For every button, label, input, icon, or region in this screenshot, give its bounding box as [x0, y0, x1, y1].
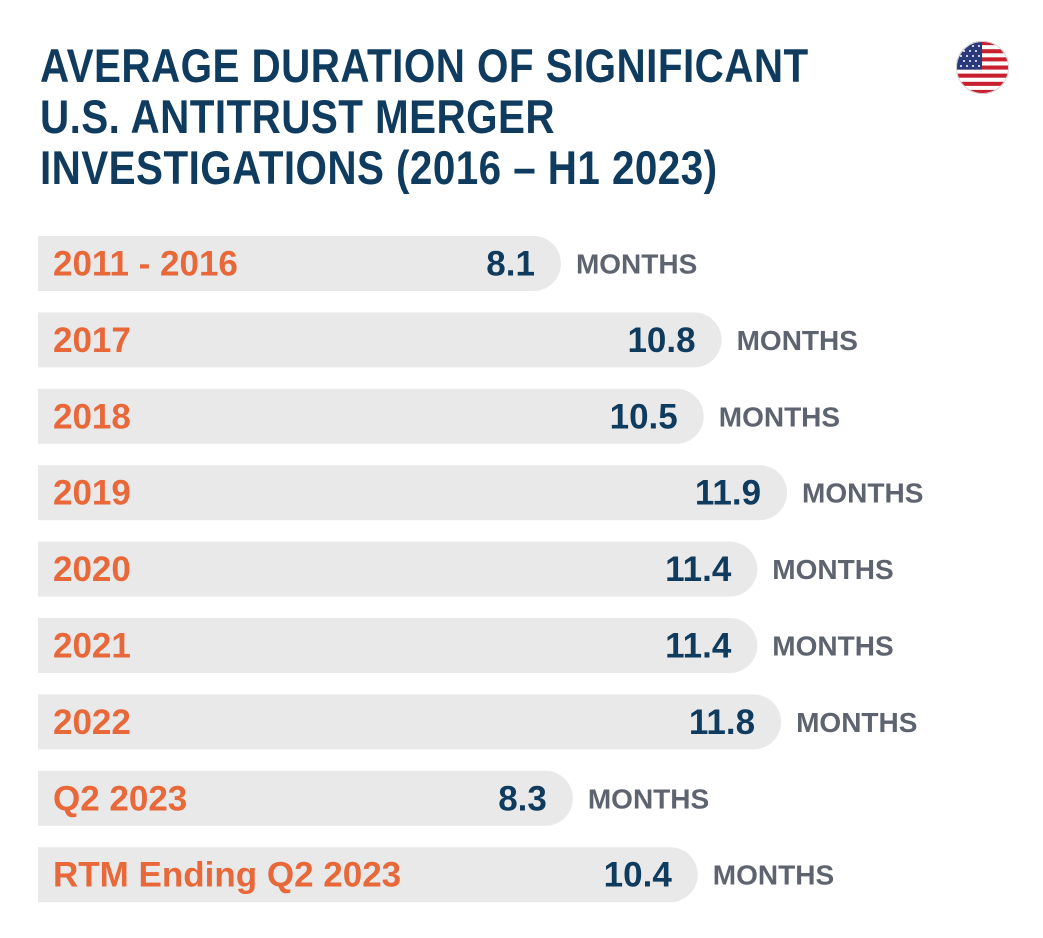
- us-flag-icon: [956, 41, 1009, 94]
- bar: [38, 541, 758, 597]
- bar: [38, 618, 758, 673]
- value-label: 10.5: [610, 397, 678, 436]
- bar: [38, 847, 698, 903]
- category-label: RTM Ending Q2 2023: [53, 856, 401, 895]
- value-label: 11.4: [665, 550, 732, 589]
- value-label: 11.9: [695, 474, 761, 513]
- value-label: 11.4: [665, 627, 732, 666]
- category-label: Q2 2023: [53, 779, 187, 818]
- bar: [38, 770, 573, 826]
- bar: [38, 388, 704, 444]
- unit-label: MONTHS: [713, 860, 834, 891]
- title-line-1: AVERAGE DURATION OF SIGNIFICANT: [40, 39, 809, 92]
- unit-label: MONTHS: [772, 631, 893, 662]
- unit-label: MONTHS: [737, 325, 858, 356]
- category-label: 2011 - 2016: [53, 245, 238, 284]
- category-label: 2021: [53, 627, 131, 666]
- bar: [38, 236, 561, 291]
- unit-label: MONTHS: [588, 783, 709, 814]
- unit-label: MONTHS: [772, 554, 893, 585]
- unit-label: MONTHS: [802, 478, 923, 509]
- title-line-3: INVESTIGATIONS (2016 – H1 2023): [40, 141, 718, 194]
- value-label: 8.3: [498, 779, 547, 818]
- title-line-2: U.S. ANTITRUST MERGER: [40, 90, 556, 143]
- bar: [38, 465, 788, 521]
- value-label: 10.4: [604, 856, 673, 895]
- category-label: 2022: [53, 703, 131, 742]
- category-label: 2017: [53, 321, 131, 360]
- unit-label: MONTHS: [719, 401, 840, 432]
- value-label: 10.8: [627, 321, 695, 360]
- bar: [38, 312, 722, 368]
- chart-title: AVERAGE DURATION OF SIGNIFICANT U.S. ANT…: [40, 40, 857, 193]
- category-label: 2020: [53, 550, 131, 589]
- value-label: 8.1: [486, 245, 535, 284]
- category-label: 2018: [53, 397, 131, 436]
- unit-label: MONTHS: [576, 249, 697, 280]
- bar: [38, 694, 782, 750]
- category-label: 2019: [53, 474, 131, 513]
- unit-label: MONTHS: [796, 707, 917, 738]
- value-label: 11.8: [689, 703, 755, 742]
